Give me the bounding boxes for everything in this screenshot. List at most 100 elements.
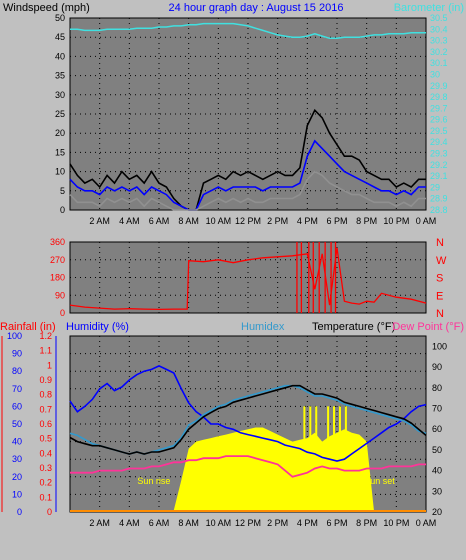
compass-label: S bbox=[436, 273, 443, 285]
temperature-x-tick: 8 PM bbox=[356, 518, 377, 528]
wind-x-tick: 6 AM bbox=[149, 216, 170, 226]
low-series bbox=[69, 170, 426, 211]
humidity-series bbox=[69, 365, 427, 462]
barometer-y-tick: 30.3 bbox=[430, 36, 448, 46]
compass-label: N bbox=[436, 308, 444, 320]
windspeed-y-tick: 10 bbox=[55, 167, 65, 177]
direction-y-tick: 270 bbox=[50, 255, 65, 265]
solar-area bbox=[70, 427, 426, 512]
temperature-x-tick: 2 PM bbox=[267, 518, 288, 528]
windspeed-y-tick: 30 bbox=[55, 90, 65, 100]
temperature-y-tick: 90 bbox=[432, 362, 442, 372]
barometer-series bbox=[70, 22, 426, 40]
rainfall-y-tick: 0.2 bbox=[39, 478, 52, 488]
sunset-label: Sun set bbox=[364, 476, 395, 486]
rainfall-y-tick: 0 bbox=[47, 507, 52, 517]
windspeed-y-tick: 25 bbox=[55, 109, 65, 119]
barometer-y-tick: 30.2 bbox=[430, 47, 448, 57]
wind-x-tick: 2 AM bbox=[89, 216, 110, 226]
temperature-y-tick: 70 bbox=[432, 403, 442, 413]
humidity-y-tick: 60 bbox=[12, 401, 22, 411]
humidity-y-tick: 90 bbox=[12, 349, 22, 359]
windspeed-y-tick: 0 bbox=[60, 205, 65, 215]
humidity-y-tick: 0 bbox=[17, 507, 22, 517]
compass-label: W bbox=[436, 255, 447, 267]
chart-title: 24 hour graph day : August 15 2016 bbox=[169, 2, 344, 14]
barometer-y-tick: 29.1 bbox=[430, 171, 448, 181]
humidity-y-tick: 10 bbox=[12, 489, 22, 499]
rainfall-y-tick: 0.6 bbox=[39, 419, 52, 429]
temperature-x-tick: 8 AM bbox=[178, 518, 199, 528]
barometer-y-tick: 30.4 bbox=[430, 24, 448, 34]
barometer-y-tick: 30 bbox=[430, 69, 440, 79]
rainfall-y-tick: 0.4 bbox=[39, 448, 52, 458]
rainfall-y-tick: 1.1 bbox=[39, 346, 52, 356]
barometer-y-tick: 29.2 bbox=[430, 160, 448, 170]
avg-series bbox=[69, 139, 426, 211]
temperature-y-tick: 30 bbox=[432, 486, 442, 496]
temperature-y-tick: 40 bbox=[432, 466, 442, 476]
temperature-x-tick: 6 PM bbox=[326, 518, 347, 528]
wind-x-tick: 10 PM bbox=[383, 216, 409, 226]
barometer-y-tick: 29.4 bbox=[430, 137, 448, 147]
humidity-y-tick: 20 bbox=[12, 472, 22, 482]
dewpoint-axis-label: Dew Point (°F) bbox=[392, 321, 464, 333]
rainfall-y-tick: 1.2 bbox=[39, 331, 52, 341]
wind-x-tick: 4 AM bbox=[119, 216, 140, 226]
barometer-y-tick: 30.5 bbox=[430, 13, 448, 23]
barometer-y-tick: 28.8 bbox=[430, 205, 448, 215]
rainfall-axis-label: Rainfall (in) bbox=[0, 321, 56, 333]
temperature-x-tick: 6 AM bbox=[149, 518, 170, 528]
temperature-x-tick: 10 PM bbox=[383, 518, 409, 528]
rainfall-y-tick: 0.7 bbox=[39, 404, 52, 414]
wind-x-tick: 2 PM bbox=[267, 216, 288, 226]
humidity-y-tick: 70 bbox=[12, 384, 22, 394]
windspeed-y-tick: 35 bbox=[55, 71, 65, 81]
barometer-y-tick: 30.1 bbox=[430, 58, 448, 68]
rainfall-y-tick: 0.8 bbox=[39, 390, 52, 400]
temperature-x-tick: 4 AM bbox=[119, 518, 140, 528]
temperature-y-tick: 50 bbox=[432, 445, 442, 455]
direction-y-tick: 90 bbox=[55, 290, 65, 300]
temperature-series bbox=[69, 384, 427, 455]
temperature-y-tick: 60 bbox=[432, 424, 442, 434]
humidex-axis-label: Humidex bbox=[241, 321, 285, 333]
chart-marks: 0510152025303540455028.828.92929.129.229… bbox=[1, 13, 448, 528]
temperature-x-tick: 4 PM bbox=[297, 518, 318, 528]
wind-x-tick: 8 PM bbox=[356, 216, 377, 226]
humidity-y-tick: 100 bbox=[7, 331, 22, 341]
wind-x-tick: 6 PM bbox=[326, 216, 347, 226]
barometer-y-tick: 29.8 bbox=[430, 92, 448, 102]
windspeed-y-tick: 40 bbox=[55, 51, 65, 61]
temperature-y-tick: 20 bbox=[432, 507, 442, 517]
barometer-y-tick: 29.3 bbox=[430, 149, 448, 159]
direction-y-tick: 180 bbox=[50, 273, 65, 283]
rainfall-y-tick: 0.3 bbox=[39, 463, 52, 473]
direction-y-tick: 360 bbox=[50, 237, 65, 247]
barometer-y-tick: 29.6 bbox=[430, 115, 448, 125]
rainfall-y-tick: 0.5 bbox=[39, 434, 52, 444]
windspeed-y-tick: 45 bbox=[55, 32, 65, 42]
barometer-axis-label: Barometer (in) bbox=[394, 2, 464, 14]
rainfall-y-tick: 0.9 bbox=[39, 375, 52, 385]
windspeed-y-tick: 15 bbox=[55, 147, 65, 157]
wind-x-tick: 12 PM bbox=[235, 216, 261, 226]
rainfall-y-tick: 1 bbox=[47, 360, 52, 370]
temperature-x-tick: 12 PM bbox=[235, 518, 261, 528]
direction-y-tick: 0 bbox=[60, 308, 65, 318]
windspeed-y-tick: 20 bbox=[55, 128, 65, 138]
barometer-y-tick: 29.7 bbox=[430, 103, 448, 113]
temperature-y-tick: 80 bbox=[432, 383, 442, 393]
temperature-x-tick: 10 AM bbox=[206, 518, 232, 528]
humidity-y-tick: 80 bbox=[12, 366, 22, 376]
dewpoint-series bbox=[70, 455, 426, 478]
temperature-axis-label: Temperature (°F) bbox=[312, 321, 395, 333]
windspeed-axis-label: Windspeed (mph) bbox=[3, 2, 90, 14]
temperature-y-tick: 100 bbox=[432, 341, 447, 351]
wind-x-tick: 10 AM bbox=[206, 216, 232, 226]
wind-x-tick: 4 PM bbox=[297, 216, 318, 226]
humidity-y-tick: 50 bbox=[12, 419, 22, 429]
temperature-x-tick: 2 AM bbox=[89, 518, 110, 528]
